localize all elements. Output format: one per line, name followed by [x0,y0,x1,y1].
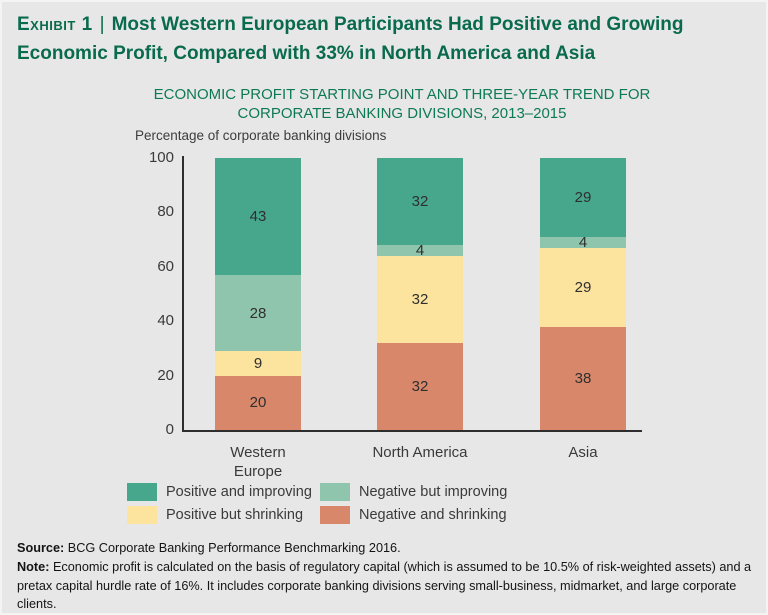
title-separator: | [99,14,105,35]
bar-segment-positive-but-shrinking: 9 [215,351,301,376]
bar-segment-positive-and-improving: 43 [215,158,301,275]
y-axis-line [182,156,184,432]
category-label-asia: Asia [568,444,598,461]
y-axis-unit-label: Percentage of corporate banking division… [135,128,387,143]
source-label: Source: [17,541,65,555]
bar-segment-positive-and-improving: 32 [377,158,463,246]
bar-segment-positive-but-shrinking: 32 [377,255,463,343]
bar-segment-negative-but-improving: 4 [540,233,626,251]
source-line: Source: BCG Corporate Banking Performanc… [17,539,762,558]
segment-value-label: 43 [249,207,267,225]
legend-item-positive-and-improving: Positive and improving [127,483,320,501]
stacked-bar-north-america: 32 4 32 32 [377,158,463,430]
exhibit-number-label: Exhibit 1 [17,14,93,35]
y-tick-label: 100 [148,149,174,166]
segment-value-label: 32 [411,290,429,308]
bar-segment-positive-but-shrinking: 29 [540,247,626,327]
legend-label: Negative and shrinking [359,507,507,523]
footnotes: Source: BCG Corporate Banking Performanc… [17,539,762,613]
category-label-western-europe: Western Europe [230,444,286,480]
segment-value-label: 28 [249,304,267,322]
legend-label: Positive and improving [166,484,312,500]
bar-segment-negative-but-improving: 4 [377,241,463,259]
note-line: Note: Economic profit is calculated on t… [17,558,762,613]
legend-swatch-icon [320,506,350,524]
segment-value-label: 29 [574,278,592,296]
segment-value-label: 38 [574,369,592,387]
stacked-bar-asia: 29 4 29 38 [540,158,626,430]
category-label-north-america: North America [372,444,468,461]
exhibit-title-text: Most Western European Participants Had P… [17,14,684,64]
legend-item-positive-but-shrinking: Positive but shrinking [127,506,320,524]
note-text: Economic profit is calculated on the bas… [17,559,752,612]
y-tick-label: 20 [157,366,174,384]
segment-value-label: 20 [249,394,267,412]
stacked-bar-western-europe: 43 28 9 20 [215,158,301,430]
legend-label: Positive but shrinking [166,507,304,523]
bar-segment-negative-and-shrinking: 20 [215,375,301,430]
bar-segment-positive-and-improving: 29 [540,158,626,237]
legend-swatch-icon [127,506,157,524]
segment-value-label: 4 [415,241,425,259]
segment-value-label: 32 [411,377,429,395]
bar-segment-negative-but-improving: 28 [215,274,301,352]
segment-value-label: 9 [253,354,263,372]
x-axis-line [182,430,642,432]
bar-segment-negative-and-shrinking: 38 [540,326,626,430]
legend-item-negative-and-shrinking: Negative and shrinking [320,506,507,524]
legend-swatch-icon [320,483,350,501]
legend-swatch-icon [127,483,157,501]
segment-value-label: 4 [578,233,588,251]
y-tick-label: 60 [157,257,174,275]
chart-legend: Positive and improving Negative but impro… [127,483,507,524]
segment-value-label: 29 [574,188,592,206]
legend-item-negative-but-improving: Negative but improving [320,483,507,501]
y-tick-label: 80 [157,203,174,221]
source-text: BCG Corporate Banking Performance Benchm… [64,541,401,555]
y-tick-label: 0 [165,421,174,438]
exhibit-title: Exhibit 1 | Most Western European Particip… [17,10,723,68]
bar-segment-negative-and-shrinking: 32 [377,342,463,430]
legend-label: Negative but improving [359,484,508,500]
note-label: Note: [17,559,50,574]
chart-title: ECONOMIC PROFIT STARTING POINT AND THREE… [153,86,651,122]
segment-value-label: 32 [411,193,429,211]
y-tick-label: 40 [157,312,174,330]
